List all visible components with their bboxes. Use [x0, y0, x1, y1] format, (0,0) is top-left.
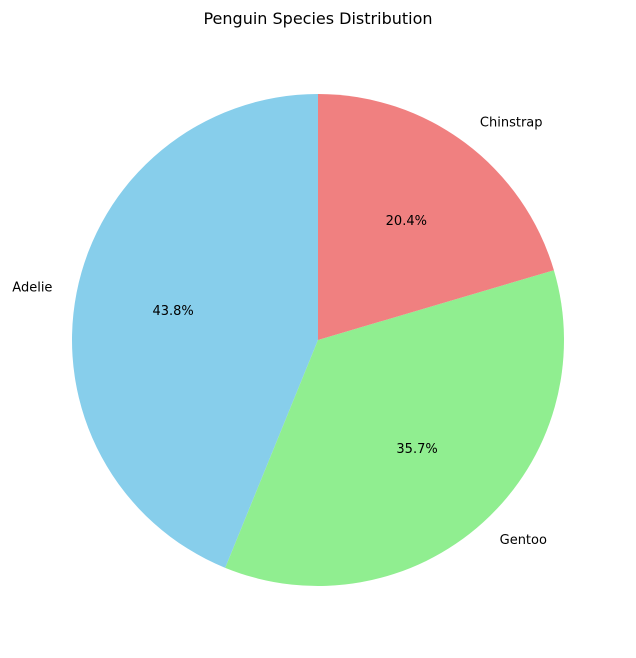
slice-label-adelie: Adelie — [12, 280, 52, 295]
slice-percent-gentoo: 35.7% — [396, 442, 437, 457]
chart-title: Penguin Species Distribution — [203, 9, 432, 28]
pie-slice-chinstrap — [318, 94, 554, 340]
labels-group: Adelie 43.8% Gentoo 35.7% Chinstrap 20.4% — [12, 116, 547, 548]
slices-group — [71, 94, 564, 586]
slice-percent-chinstrap: 20.4% — [386, 214, 427, 229]
pie-slice-adelie — [71, 94, 318, 568]
slice-label-chinstrap: Chinstrap — [480, 116, 543, 131]
slice-label-gentoo: Gentoo — [500, 533, 547, 548]
pie-slice-gentoo — [225, 270, 564, 586]
slice-percent-adelie: 43.8% — [152, 304, 193, 319]
